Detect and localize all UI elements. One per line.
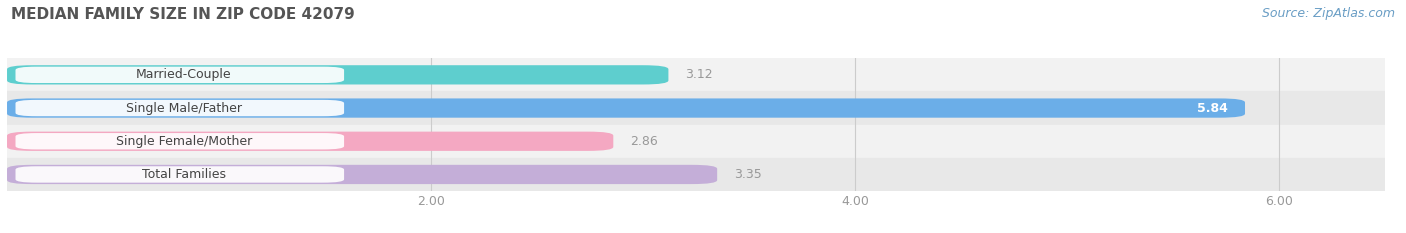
Text: 3.12: 3.12: [685, 68, 713, 81]
Text: 5.84: 5.84: [1197, 102, 1227, 115]
Text: Total Families: Total Families: [142, 168, 226, 181]
Text: Married-Couple: Married-Couple: [136, 68, 232, 81]
FancyBboxPatch shape: [15, 166, 344, 183]
Text: Single Male/Father: Single Male/Father: [127, 102, 242, 115]
Bar: [7, 92, 1385, 125]
Bar: [7, 158, 1385, 191]
Text: MEDIAN FAMILY SIZE IN ZIP CODE 42079: MEDIAN FAMILY SIZE IN ZIP CODE 42079: [11, 7, 354, 22]
FancyBboxPatch shape: [15, 67, 344, 83]
Text: 3.35: 3.35: [734, 168, 762, 181]
Text: Source: ZipAtlas.com: Source: ZipAtlas.com: [1261, 7, 1395, 20]
FancyBboxPatch shape: [7, 65, 668, 85]
FancyBboxPatch shape: [15, 133, 344, 149]
Bar: [7, 125, 1385, 158]
FancyBboxPatch shape: [7, 98, 1244, 118]
FancyBboxPatch shape: [15, 100, 344, 116]
FancyBboxPatch shape: [7, 165, 717, 184]
FancyBboxPatch shape: [7, 132, 613, 151]
Bar: [7, 58, 1385, 92]
Text: 2.86: 2.86: [630, 135, 658, 148]
Text: Single Female/Mother: Single Female/Mother: [115, 135, 252, 148]
